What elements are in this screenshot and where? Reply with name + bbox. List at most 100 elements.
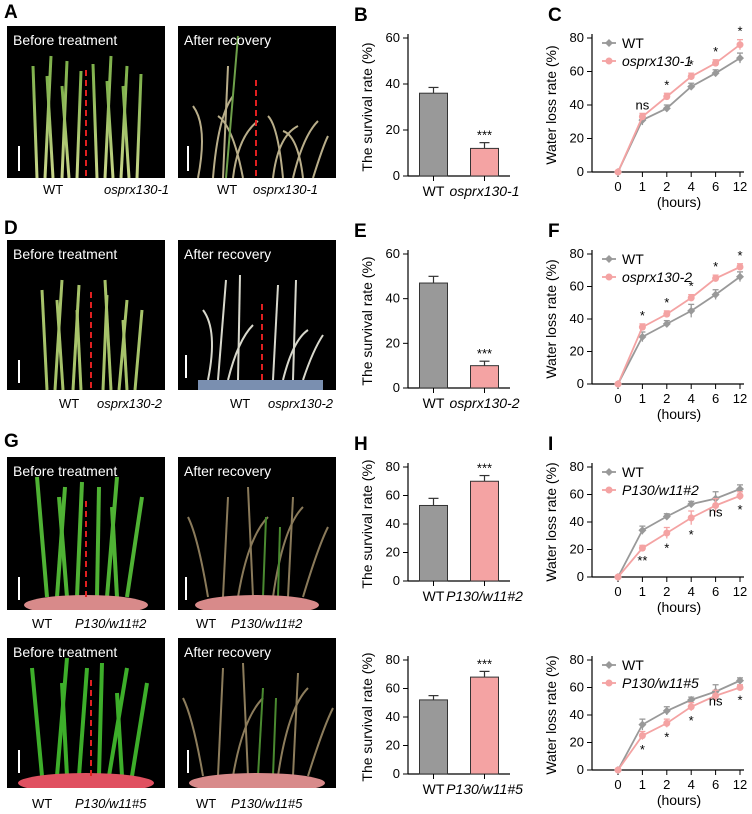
legend-label: P130/w11#5	[622, 675, 699, 691]
x-tick-label: 2	[663, 179, 670, 194]
data-point	[663, 310, 671, 318]
plant-illustration	[182, 662, 334, 788]
panel-letter-a: A	[4, 2, 18, 23]
data-point	[662, 319, 671, 328]
label-mutant: P130/w11#5	[75, 796, 147, 811]
series-line	[617, 679, 741, 771]
chart-h-survival-rate-w11-2: H 0 20 40 60 80 The survival rate (%) WT *** P130…	[354, 434, 523, 604]
bar	[419, 282, 448, 389]
label-wt: WT	[196, 616, 217, 631]
label-mutant: osprx130-2	[97, 396, 163, 411]
x-tick-label: WT	[423, 395, 445, 411]
data-point	[614, 573, 622, 581]
significance-marker: *	[689, 279, 694, 294]
significance-marker: *	[664, 729, 669, 744]
x-tick-label: 12	[733, 391, 747, 406]
x-tick-label: 4	[688, 391, 695, 406]
legend-marker	[605, 661, 613, 669]
y-tick-label: 40	[386, 291, 400, 306]
x-tick-label: 12	[733, 179, 747, 194]
photo-after-recovery-g2: After recovery	[178, 638, 336, 788]
data-point	[736, 41, 744, 49]
data-point	[687, 306, 696, 315]
y-tick-label: 60	[386, 246, 400, 261]
x-tick-label: 12	[733, 584, 747, 599]
significance-marker: *	[640, 308, 645, 323]
y-tick-label: 40	[386, 709, 400, 724]
y-tick-label: 20	[386, 738, 400, 753]
panel-letter: E	[354, 221, 367, 242]
panel-letter: F	[548, 221, 560, 242]
significance-marker: ***	[477, 346, 492, 361]
panel-letter: C	[548, 5, 562, 26]
data-point	[712, 502, 720, 509]
y-tick-label: 40	[570, 514, 584, 529]
data-point	[663, 529, 671, 537]
y-tick-label: 60	[570, 64, 584, 79]
legend-marker	[605, 255, 613, 263]
data-point	[663, 719, 671, 727]
photo-after-recovery-g: After recovery	[178, 457, 336, 610]
plant-illustration	[18, 476, 148, 610]
x-tick-label: 6	[712, 584, 719, 599]
significance-marker: **	[637, 553, 647, 568]
data-point	[662, 512, 671, 521]
significance-marker: *	[737, 502, 742, 517]
data-point	[638, 544, 646, 552]
x-tick-label: 6	[712, 777, 719, 792]
data-point	[687, 703, 695, 711]
data-point	[711, 69, 720, 78]
data-point	[736, 676, 744, 685]
photo-before-treatment-d: Before treatment	[7, 240, 165, 390]
y-tick-label: 60	[386, 488, 400, 503]
plant-illustration	[185, 486, 329, 610]
y-tick-label: 0	[577, 376, 584, 391]
data-point	[736, 485, 744, 493]
x-tick-label: P130/w11#2	[446, 588, 523, 604]
y-tick-label: 40	[570, 707, 584, 722]
label-wt: WT	[59, 396, 80, 411]
data-point	[638, 323, 646, 331]
significance-marker: ***	[477, 128, 492, 143]
panel-letter-g: G	[4, 431, 19, 452]
label-wt: WT	[32, 796, 53, 811]
series-line	[617, 57, 741, 173]
data-point	[711, 290, 720, 299]
chart-h-survival-rate-w11-5: 0 20 40 60 80 The survival rate (%) WT *** P130/…	[359, 652, 523, 797]
significance-marker: *	[640, 742, 645, 757]
photo-label: After recovery	[184, 32, 272, 48]
photo-before-treatment-a: Before treatment	[7, 26, 165, 178]
label-wt: WT	[230, 396, 251, 411]
legend-label: WT	[622, 251, 644, 267]
data-point	[663, 93, 671, 101]
photo-label: After recovery	[184, 246, 272, 262]
photo-label: Before treatment	[13, 32, 118, 48]
data-point	[614, 766, 622, 774]
label-mutant: osprx130-2	[268, 396, 334, 411]
data-point	[662, 706, 671, 715]
y-tick-label: 40	[570, 97, 584, 112]
label-wt: WT	[196, 796, 217, 811]
significance-marker: ns	[636, 97, 650, 112]
x-tick-label: 6	[712, 179, 719, 194]
x-tick-label: 2	[663, 391, 670, 406]
x-tick-label: P130/w11#5	[446, 781, 523, 797]
y-axis-label: Water loss rate (%)	[543, 462, 559, 581]
y-axis-label: The survival rate (%)	[359, 652, 375, 781]
y-tick-label: 40	[386, 516, 400, 531]
bar	[419, 504, 448, 582]
y-axis-label: Water loss rate (%)	[543, 259, 559, 378]
x-tick-label: WT	[423, 183, 445, 199]
y-tick-label: 40	[386, 76, 400, 91]
photo-label: Before treatment	[13, 246, 118, 262]
label-wt: WT	[43, 182, 64, 197]
legend-marker	[605, 486, 613, 494]
x-axis-label: (hours)	[657, 792, 701, 808]
x-tick-label: 1	[639, 179, 646, 194]
significance-marker: *	[664, 77, 669, 92]
legend-marker	[605, 57, 613, 65]
photo-after-recovery-d: After recovery	[178, 240, 336, 390]
label-wt: WT	[32, 616, 53, 631]
label-wt: WT	[217, 182, 238, 197]
